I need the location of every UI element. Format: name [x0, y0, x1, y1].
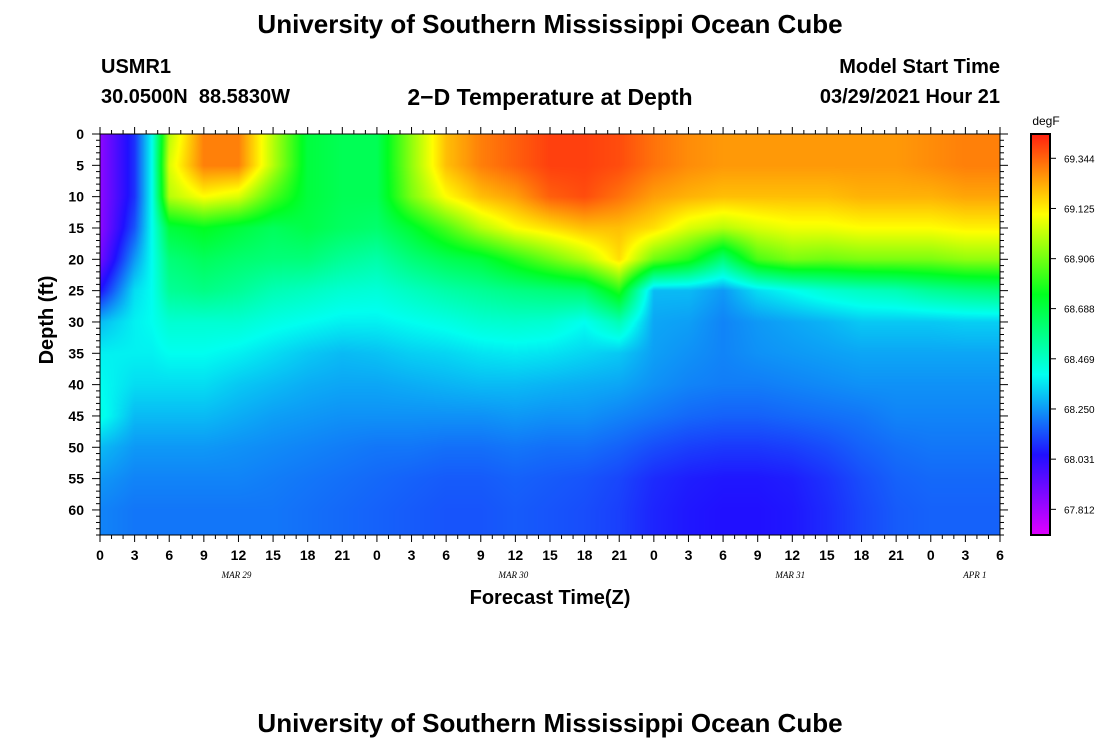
- y-tick-label: 35: [68, 345, 84, 361]
- x-tick-label: 0: [373, 547, 381, 563]
- y-tick-label: 15: [68, 220, 84, 236]
- model-start-label: Model Start Time: [839, 56, 1000, 78]
- x-tick-label: 9: [477, 547, 485, 563]
- y-tick-label: 55: [68, 471, 84, 487]
- colorbar-label: 68.688: [1064, 305, 1095, 316]
- colorbar-gradient: [1030, 133, 1051, 536]
- colorbar-label: 68.469: [1064, 355, 1095, 366]
- colorbar-label: 67.812: [1064, 505, 1095, 516]
- x-tick-label: 12: [785, 547, 801, 563]
- x-tick-label: 12: [231, 547, 247, 563]
- x-date-label: MAR 29: [221, 570, 252, 580]
- x-date-label: MAR 31: [774, 570, 805, 580]
- x-tick-label: 6: [996, 547, 1004, 563]
- x-tick-label: 0: [927, 547, 935, 563]
- y-tick-label: 25: [68, 283, 84, 299]
- colorbar-label: 69.344: [1064, 154, 1095, 165]
- x-tick-label: 3: [685, 547, 693, 563]
- y-tick-label: 40: [68, 377, 84, 393]
- x-tick-label: 6: [442, 547, 450, 563]
- y-tick-label: 45: [68, 408, 84, 424]
- x-tick-label: 6: [165, 547, 173, 563]
- x-tick-label: 3: [408, 547, 416, 563]
- y-tick-label: 5: [76, 157, 84, 173]
- chart-title: 2−D Temperature at Depth: [407, 84, 693, 110]
- x-axis-title: Forecast Time(Z): [470, 587, 631, 609]
- x-tick-label: 15: [819, 547, 835, 563]
- x-tick-label: 3: [131, 547, 139, 563]
- colorbar: degF 69.344 69.125 68.906 68.688 68.469 68.25…: [1030, 114, 1095, 536]
- x-tick-label: 21: [611, 547, 627, 563]
- page-title-top: University of Southern Mississippi Ocean…: [257, 9, 843, 39]
- x-tick-label: 15: [265, 547, 281, 563]
- colorbar-units: degF: [1032, 114, 1059, 128]
- y-axis: 0 5 10 15 20 25 30 35 40 45 50 55 60: [68, 126, 1008, 536]
- station-coordinates: 30.0500N 88.5830W: [101, 86, 291, 108]
- x-axis: 0 3 6 9 12 15 18 21 0 3 6 9 12 15 18 21 0 3 6 9 12 15 18 21 0 3 6: [96, 127, 1004, 563]
- x-tick-label: 12: [508, 547, 524, 563]
- x-date-labels: MAR 29 MAR 30 MAR 31 APR 1: [221, 570, 987, 580]
- x-tick-label: 18: [577, 547, 593, 563]
- x-tick-label: 6: [719, 547, 727, 563]
- x-tick-label: 21: [888, 547, 904, 563]
- x-tick-label: 15: [542, 547, 558, 563]
- heatmap-area: [100, 134, 1000, 535]
- colorbar-label: 69.125: [1064, 204, 1095, 215]
- y-tick-label: 60: [68, 502, 84, 518]
- page-title-bottom: University of Southern Mississippi Ocean…: [257, 708, 843, 738]
- x-tick-label: 3: [961, 547, 969, 563]
- colorbar-label: 68.906: [1064, 255, 1095, 266]
- station-id: USMR1: [101, 56, 172, 78]
- x-tick-label: 0: [96, 547, 104, 563]
- y-tick-label: 30: [68, 314, 84, 330]
- colorbar-label: 68.250: [1064, 405, 1095, 416]
- y-tick-label: 10: [68, 189, 84, 205]
- colorbar-label: 68.031: [1064, 455, 1095, 466]
- x-date-label: MAR 30: [498, 570, 529, 580]
- y-axis-title: Depth (ft): [36, 276, 58, 365]
- model-start-value: 03/29/2021 Hour 21: [819, 86, 1000, 108]
- x-tick-label: 21: [335, 547, 351, 563]
- x-tick-label: 0: [650, 547, 658, 563]
- y-tick-label: 0: [76, 126, 84, 142]
- x-tick-label: 18: [300, 547, 316, 563]
- x-tick-label: 18: [854, 547, 870, 563]
- x-tick-label: 9: [754, 547, 762, 563]
- y-tick-label: 20: [68, 251, 84, 267]
- y-tick-label: 50: [68, 439, 84, 455]
- x-tick-label: 9: [200, 547, 208, 563]
- x-date-label: APR 1: [962, 570, 986, 580]
